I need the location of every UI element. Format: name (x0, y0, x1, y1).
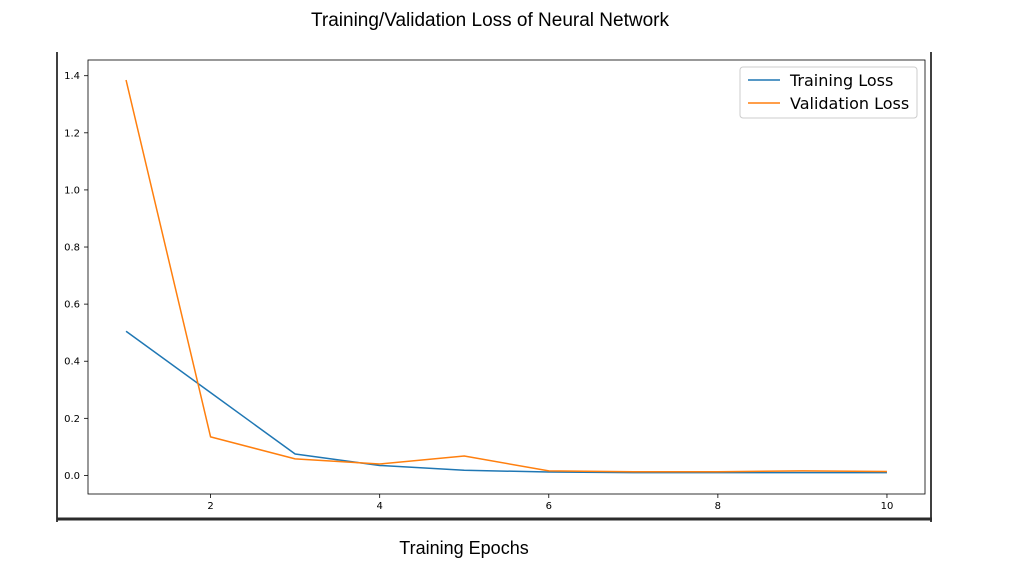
x-tick-label: 10 (881, 501, 894, 512)
x-tick-label: 8 (715, 501, 721, 512)
series-line-training-loss (125, 330, 887, 474)
chart-title: Training/Validation Loss of Neural Netwo… (310, 10, 669, 31)
y-tick-label: 0.4 (64, 357, 80, 368)
y-tick-label: 0.8 (64, 243, 80, 254)
y-tick-label: 0.2 (64, 414, 80, 425)
y-tick-label: 1.0 (64, 185, 80, 196)
x-tick-label: 6 (546, 501, 552, 512)
y-tick-label: 0.6 (64, 300, 80, 311)
y-tick-label: 1.2 (64, 128, 80, 139)
x-axis-label: Training Epochs (399, 538, 529, 558)
y-axis-ticks: 0.0 0.2 0.4 0.6 0.8 1.0 1.2 1.4 (64, 71, 88, 482)
series-lines (125, 79, 887, 474)
y-tick-label: 0.0 (64, 471, 80, 482)
legend-label-training-loss: Training Loss (789, 71, 893, 90)
series-line-validation-loss (125, 79, 887, 473)
x-tick-label: 4 (376, 501, 382, 512)
x-axis-ticks: 2 4 6 8 10 (207, 494, 893, 512)
legend-box (739, 66, 918, 119)
legend: Training Loss Validation Loss (739, 66, 918, 119)
legend-label-validation-loss: Validation Loss (790, 94, 909, 113)
y-tick-label: 1.4 (64, 71, 80, 82)
plot-area (87, 59, 926, 495)
x-tick-label: 2 (207, 501, 213, 512)
